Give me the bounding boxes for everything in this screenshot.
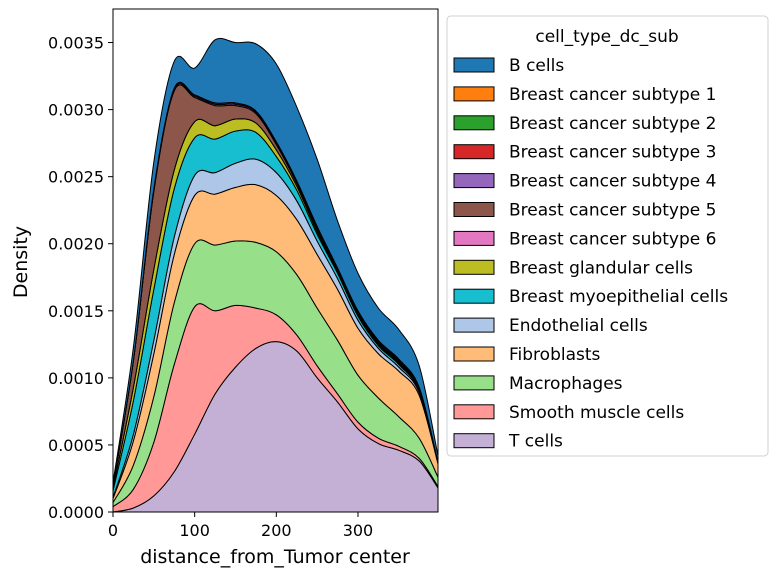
- legend-label-endothelial-cells: Endothelial cells: [509, 316, 648, 336]
- x-axis-ticks: 0 100 200 300: [108, 512, 373, 540]
- legend-swatch-t-cells: [453, 433, 495, 449]
- legend-swatch-macrophages: [453, 375, 495, 391]
- legend-label-smooth-muscle-cells: Smooth muscle cells: [509, 403, 684, 423]
- legend-label-breast-cancer-subtype-1: Breast cancer subtype 1: [509, 85, 716, 105]
- legend-swatch-breast-cancer-subtype-4: [453, 173, 495, 189]
- legend-label-breast-cancer-subtype-6: Breast cancer subtype 6: [509, 229, 716, 249]
- legend-box: [446, 15, 769, 457]
- y-tick-label: 0.0020: [48, 235, 104, 254]
- plot-frame: [112, 8, 439, 513]
- legend-label-breast-cancer-subtype-2: Breast cancer subtype 2: [509, 114, 716, 134]
- legend-swatch-breast-cancer-subtype-6: [453, 230, 495, 246]
- legend-label-breast-cancer-subtype-4: Breast cancer subtype 4: [509, 172, 716, 192]
- legend-swatch-breast-cancer-subtype-3: [453, 144, 495, 160]
- legend-swatch-breast-cancer-subtype-2: [453, 115, 495, 131]
- legend: cell_type_dc_sub B cells Breast cancer su…: [446, 15, 769, 457]
- y-tick-label: 0.0010: [48, 369, 104, 388]
- legend-label-b-cells: B cells: [509, 56, 564, 76]
- legend-label-breast-cancer-subtype-3: Breast cancer subtype 3: [509, 143, 716, 163]
- y-tick-label: 0.0015: [48, 302, 104, 321]
- x-axis-title: distance_from_Tumor center: [140, 546, 410, 568]
- legend-swatch-b-cells: [453, 57, 495, 73]
- legend-swatch-breast-glandular-cells: [453, 259, 495, 275]
- y-axis-title: Density: [10, 226, 32, 298]
- legend-label-breast-myoepithelial-cells: Breast myoepithelial cells: [509, 287, 728, 307]
- y-tick-label: 0.0000: [48, 503, 104, 522]
- x-tick-label: 0: [108, 521, 118, 540]
- legend-items: B cells Breast cancer subtype 1 Breast can…: [453, 56, 728, 452]
- y-tick-label: 0.0025: [48, 168, 104, 187]
- legend-label-macrophages: Macrophages: [509, 374, 623, 394]
- y-tick-label: 0.0030: [48, 101, 104, 120]
- legend-label-fibroblasts: Fibroblasts: [509, 345, 601, 365]
- legend-swatch-fibroblasts: [453, 346, 495, 362]
- y-tick-label: 0.0035: [48, 34, 104, 53]
- x-tick-label: 200: [261, 521, 292, 540]
- legend-label-breast-cancer-subtype-5: Breast cancer subtype 5: [509, 201, 716, 221]
- legend-swatch-smooth-muscle-cells: [453, 404, 495, 420]
- legend-swatch-breast-cancer-subtype-5: [453, 202, 495, 217]
- y-tick-label: 0.0005: [48, 436, 104, 455]
- x-tick-label: 100: [179, 521, 210, 540]
- legend-swatch-breast-cancer-subtype-1: [453, 86, 495, 102]
- legend-swatch-endothelial-cells: [453, 317, 495, 333]
- legend-swatch-breast-myoepithelial-cells: [453, 288, 495, 304]
- legend-title: cell_type_dc_sub: [535, 27, 678, 47]
- legend-label-breast-glandular-cells: Breast glandular cells: [509, 258, 693, 278]
- x-tick-label: 300: [343, 521, 374, 540]
- legend-label-t-cells: T cells: [508, 432, 563, 452]
- y-axis-ticks: 0.0000 0.0005 0.0010 0.0015 0.0020 0.0025 0.00…: [48, 34, 113, 522]
